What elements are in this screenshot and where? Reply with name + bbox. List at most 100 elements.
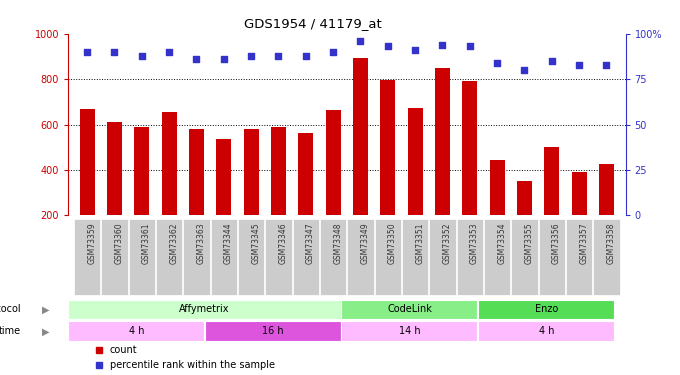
Bar: [353, 58, 368, 216]
Bar: [299, 133, 313, 216]
Bar: [134, 127, 150, 216]
Bar: [80, 109, 95, 216]
Bar: [292, 219, 319, 295]
Text: GSM73362: GSM73362: [169, 222, 178, 264]
Point: [137, 53, 148, 58]
Text: GSM73349: GSM73349: [360, 222, 369, 264]
Bar: [265, 219, 292, 295]
Text: GSM73348: GSM73348: [333, 222, 342, 264]
Bar: [429, 219, 456, 295]
Point: [218, 56, 229, 62]
Bar: [68, 321, 204, 341]
Point: [382, 44, 393, 50]
Text: time: time: [0, 326, 20, 336]
Text: GSM73354: GSM73354: [497, 222, 506, 264]
Text: percentile rank within the sample: percentile rank within the sample: [109, 360, 275, 370]
Text: GSM73355: GSM73355: [524, 222, 534, 264]
Bar: [156, 219, 182, 295]
Bar: [184, 219, 209, 295]
Bar: [490, 160, 505, 216]
Text: GSM73361: GSM73361: [142, 222, 151, 264]
Text: Enzo: Enzo: [534, 304, 558, 315]
Text: ▶: ▶: [42, 326, 50, 336]
Bar: [572, 172, 587, 216]
Point: [519, 67, 530, 73]
Text: GSM73360: GSM73360: [114, 222, 124, 264]
Text: 4 h: 4 h: [539, 326, 554, 336]
Bar: [478, 300, 614, 319]
Point: [437, 42, 448, 48]
Bar: [320, 219, 346, 295]
Bar: [375, 219, 401, 295]
Point: [301, 53, 311, 58]
Bar: [566, 219, 592, 295]
Point: [109, 49, 120, 55]
Bar: [205, 321, 341, 341]
Point: [328, 49, 339, 55]
Bar: [511, 219, 538, 295]
Text: GSM73345: GSM73345: [251, 222, 260, 264]
Bar: [435, 68, 450, 216]
Text: 4 h: 4 h: [129, 326, 144, 336]
Text: GSM73346: GSM73346: [279, 222, 288, 264]
Point: [273, 53, 284, 58]
Bar: [544, 147, 560, 216]
Text: protocol: protocol: [0, 304, 20, 315]
Text: GSM73358: GSM73358: [607, 222, 615, 264]
Bar: [101, 219, 128, 295]
Bar: [129, 219, 155, 295]
Bar: [599, 164, 614, 216]
Bar: [594, 219, 619, 295]
Point: [409, 47, 420, 53]
Text: GSM73353: GSM73353: [470, 222, 479, 264]
Bar: [380, 80, 395, 216]
Point: [492, 60, 503, 66]
Bar: [517, 182, 532, 216]
Point: [245, 53, 256, 58]
Bar: [216, 140, 231, 216]
Bar: [457, 219, 483, 295]
Text: count: count: [109, 345, 137, 355]
Text: GSM73344: GSM73344: [224, 222, 233, 264]
Bar: [402, 219, 428, 295]
Point: [355, 38, 366, 44]
Point: [574, 62, 585, 68]
Text: Affymetrix: Affymetrix: [180, 304, 230, 315]
Bar: [189, 129, 204, 216]
Point: [82, 49, 92, 55]
Bar: [238, 219, 265, 295]
Text: GSM73347: GSM73347: [306, 222, 315, 264]
Bar: [162, 112, 177, 216]
Text: CodeLink: CodeLink: [387, 304, 432, 315]
Text: GSM73356: GSM73356: [551, 222, 561, 264]
Bar: [407, 108, 423, 216]
Text: GSM73359: GSM73359: [87, 222, 96, 264]
Text: 16 h: 16 h: [262, 326, 284, 336]
Point: [601, 62, 612, 68]
Bar: [341, 321, 477, 341]
Text: GDS1954 / 41179_at: GDS1954 / 41179_at: [244, 17, 381, 30]
Point: [464, 44, 475, 50]
Bar: [484, 219, 510, 295]
Bar: [107, 122, 122, 216]
Bar: [211, 219, 237, 295]
Text: GSM73357: GSM73357: [579, 222, 588, 264]
Bar: [539, 219, 565, 295]
Bar: [341, 300, 477, 319]
Text: GSM73350: GSM73350: [388, 222, 397, 264]
Bar: [478, 321, 614, 341]
Bar: [243, 129, 258, 216]
Text: GSM73363: GSM73363: [197, 222, 205, 264]
Text: 14 h: 14 h: [399, 326, 420, 336]
Bar: [68, 300, 341, 319]
Point: [164, 49, 175, 55]
Bar: [326, 110, 341, 216]
Bar: [74, 219, 100, 295]
Text: ▶: ▶: [42, 304, 50, 315]
Bar: [271, 127, 286, 216]
Text: GSM73351: GSM73351: [415, 222, 424, 264]
Text: GSM73352: GSM73352: [443, 222, 452, 264]
Point: [546, 58, 557, 64]
Point: [191, 56, 202, 62]
Bar: [347, 219, 373, 295]
